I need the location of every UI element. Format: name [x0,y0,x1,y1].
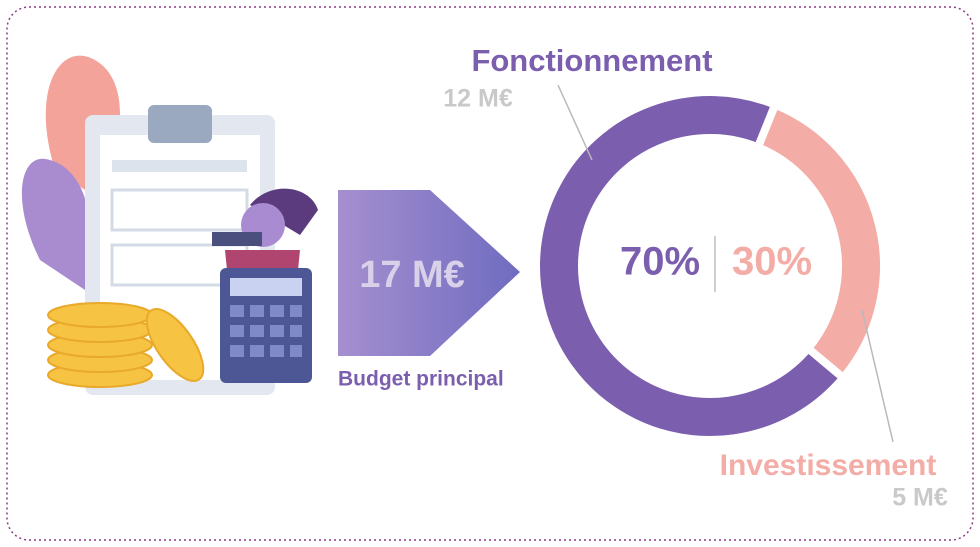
category-label: Fonctionnement [471,43,712,78]
category-label: Investissement [720,449,937,482]
total-label: Budget principal [338,368,504,391]
donut [532,88,888,444]
value-label: 70% [620,240,700,284]
value-label: 30% [732,240,812,284]
amount-label: 12 M€ [443,85,513,113]
amount-label: 5 M€ [892,484,948,512]
total-arrow [338,190,520,356]
leader-line [861,309,894,443]
donut-segment [752,99,888,384]
illustration [21,55,318,395]
frame [6,6,974,541]
total-amount: 17 M€ [359,254,465,296]
donut-segment [532,88,849,444]
leader-line [557,84,593,161]
